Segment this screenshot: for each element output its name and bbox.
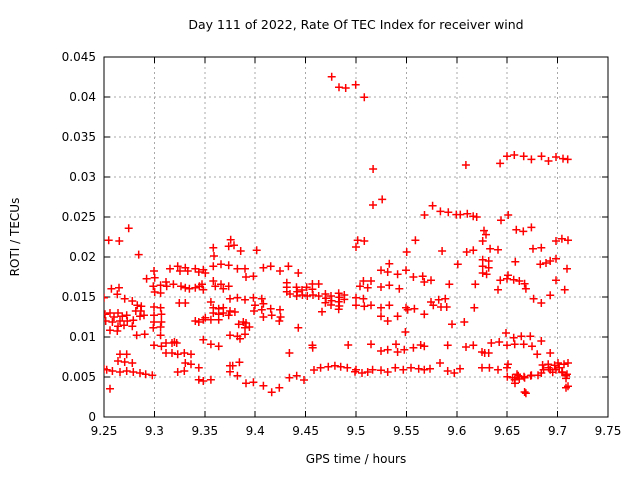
y-tick-label: 0.035 [62,130,96,144]
x-axis-title: GPS time / hours [305,452,407,466]
x-tick-label: 9.6 [447,424,466,438]
x-tick-label: 9.45 [292,424,319,438]
y-tick-label: 0.01 [69,330,96,344]
y-tick-label: 0.025 [62,210,96,224]
plot-border [103,56,609,418]
x-tick-label: 9.55 [393,424,420,438]
y-tick-label: 0.04 [69,90,96,104]
x-tick-label: 9.75 [595,424,622,438]
y-tick-label: 0.02 [69,250,96,264]
x-tick-label: 9.4 [246,424,265,438]
x-tick-label: 9.35 [191,424,218,438]
y-tick-label: 0.015 [62,290,96,304]
page-title: Day 111 of 2022, Rate Of TEC Index for r… [188,17,524,32]
x-tick-label: 9.5 [346,424,365,438]
x-tick-label: 9.65 [494,424,521,438]
x-tick-label: 9.25 [91,424,118,438]
x-tick-label: 9.7 [548,424,567,438]
y-tick-label: 0 [88,410,96,424]
y-tick-label: 0.03 [69,170,96,184]
x-tick-label: 9.3 [145,424,164,438]
y-tick-label: 0.005 [62,370,96,384]
y-axis-title: ROTI / TECUs [8,197,22,277]
scatter-points [104,72,572,398]
y-tick-label: 0.045 [62,50,96,64]
